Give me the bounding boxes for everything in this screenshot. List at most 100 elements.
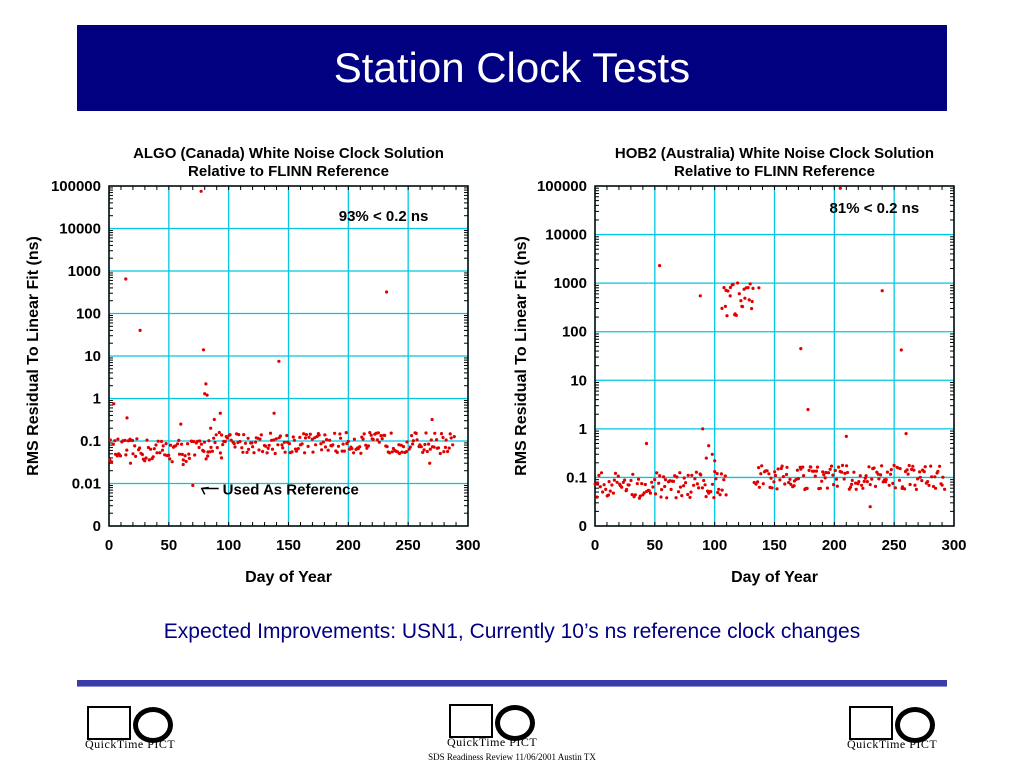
- x-tick-label: 50: [646, 537, 663, 554]
- data-point: [401, 445, 406, 449]
- data-point: [180, 452, 184, 456]
- data-point: [898, 467, 902, 471]
- data-point: [720, 488, 724, 492]
- data-point: [177, 438, 181, 442]
- data-point: [885, 470, 889, 474]
- data-point: [323, 433, 327, 437]
- data-point: [167, 453, 171, 457]
- data-point: [812, 469, 816, 473]
- footer-text: SDS Readiness Review 11/06/2001 Austin T…: [428, 752, 596, 762]
- data-point: [306, 444, 310, 448]
- data-point: [743, 296, 747, 300]
- data-point: [854, 487, 858, 491]
- data-point: [759, 472, 763, 476]
- data-point: [214, 433, 218, 437]
- data-point: [692, 483, 696, 487]
- data-point: [682, 476, 686, 480]
- data-point: [651, 485, 655, 489]
- data-point: [201, 348, 206, 352]
- logo-caption: QuickTime PICT: [447, 735, 538, 749]
- data-point: [700, 486, 704, 490]
- data-point: [385, 290, 389, 294]
- data-point: [152, 447, 156, 451]
- data-point: [876, 472, 880, 476]
- data-point: [424, 431, 428, 435]
- data-point: [415, 438, 419, 442]
- data-point: [644, 441, 649, 446]
- data-point: [636, 477, 641, 481]
- chart-hob2: HOB2 (Australia) White Noise Clock Solut…: [508, 140, 988, 590]
- data-point: [751, 286, 755, 290]
- data-point: [653, 492, 658, 496]
- data-point: [900, 485, 905, 489]
- data-point: [825, 486, 829, 490]
- data-point: [328, 438, 332, 442]
- data-point: [202, 449, 206, 453]
- data-point: [274, 437, 278, 441]
- chart-svg: ALGO (Canada) White Noise Clock Solution…: [25, 145, 481, 586]
- y-tick-label: 100000: [51, 178, 101, 195]
- data-point: [285, 433, 289, 438]
- data-point: [209, 445, 213, 449]
- data-point: [864, 474, 868, 478]
- data-point: [897, 478, 902, 482]
- data-point: [193, 453, 197, 457]
- data-point: [202, 440, 207, 444]
- data-point: [433, 431, 437, 435]
- data-point: [442, 450, 446, 454]
- data-point: [822, 473, 826, 477]
- data-point: [923, 465, 927, 469]
- data-point: [844, 434, 848, 438]
- data-point: [688, 495, 692, 499]
- data-point: [694, 470, 698, 474]
- data-point: [695, 482, 699, 486]
- data-point: [261, 449, 265, 454]
- data-point: [204, 457, 208, 461]
- data-point: [291, 435, 295, 439]
- data-point: [184, 459, 188, 463]
- data-point: [773, 473, 778, 478]
- data-point: [233, 445, 237, 449]
- data-point: [731, 282, 735, 286]
- y-tick-label: 10000: [59, 221, 101, 238]
- data-point: [421, 450, 425, 454]
- data-point: [914, 487, 918, 491]
- data-point: [818, 486, 822, 490]
- data-point: [110, 460, 114, 464]
- data-point: [225, 436, 229, 440]
- data-point: [238, 439, 242, 444]
- y-tick-label: 1: [93, 391, 101, 408]
- data-point: [640, 482, 644, 486]
- y-tick-label: 10: [570, 372, 587, 389]
- data-point: [690, 473, 694, 477]
- data-point: [422, 448, 426, 452]
- data-point: [358, 445, 362, 449]
- data-point: [750, 307, 754, 311]
- data-point: [411, 439, 415, 443]
- data-point: [820, 479, 824, 483]
- data-point: [813, 474, 817, 478]
- title-banner: Station Clock Tests: [77, 25, 947, 111]
- x-tick-label: 200: [336, 537, 361, 554]
- y-tick-label: 1000: [554, 275, 587, 292]
- data-point: [693, 477, 697, 481]
- data-point: [726, 289, 730, 293]
- data-point: [128, 461, 133, 465]
- data-point: [877, 477, 881, 481]
- data-point: [108, 438, 112, 442]
- data-point: [702, 478, 706, 483]
- data-point: [138, 328, 142, 332]
- data-point: [199, 189, 203, 193]
- data-point: [116, 437, 120, 441]
- data-point: [340, 449, 344, 453]
- data-point: [880, 464, 884, 468]
- data-point: [282, 440, 286, 444]
- logo-caption: QuickTime PICT: [847, 737, 938, 751]
- data-point: [669, 487, 673, 491]
- data-point: [425, 449, 429, 454]
- x-tick-label: 150: [276, 537, 301, 554]
- data-point: [333, 431, 337, 435]
- data-point: [246, 436, 250, 440]
- data-point: [325, 438, 329, 442]
- data-point: [710, 452, 714, 456]
